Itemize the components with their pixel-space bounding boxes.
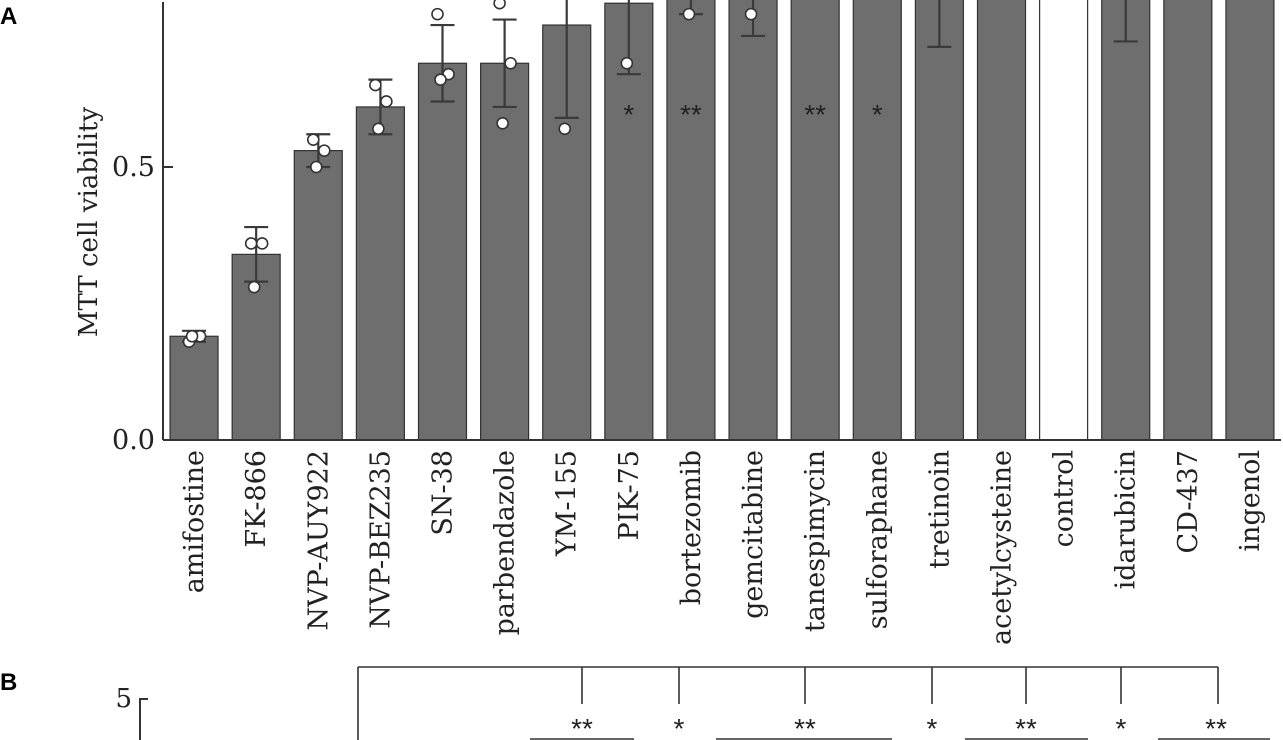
x-tick-label-parbendazole: parbendazole	[490, 450, 521, 635]
data-point-NVP-BEZ235	[369, 78, 382, 92]
bar-tretinoin	[914, 0, 964, 441]
bar-CD-437	[1163, 0, 1213, 441]
bar-bortezomib	[666, 0, 716, 441]
bar-NVP-AUY922	[293, 150, 343, 441]
bar-SN-38	[417, 62, 468, 441]
x-tick-label-FK-866: FK-866	[241, 450, 272, 548]
bar-PIK-75	[604, 2, 654, 441]
x-tick-label-tretinoin: tretinoin	[924, 450, 955, 569]
data-point-PIK-75	[620, 56, 634, 70]
x-tick-label-tanespimycin: tanespimycin	[800, 450, 831, 632]
x-tick-label-NVP-BEZ235: NVP-BEZ235	[365, 450, 396, 629]
panel-b-significance-label: *	[1116, 713, 1127, 740]
bar-tanespimycin	[790, 0, 840, 441]
panel-b-label: B	[0, 669, 17, 696]
panel-a-label: A	[0, 3, 17, 30]
x-tick-label-sulforaphane: sulforaphane	[862, 450, 893, 629]
x-tick-label-PIK-75: PIK-75	[614, 450, 645, 541]
data-point-FK-866	[247, 280, 261, 294]
x-tick-label-control: control	[1049, 450, 1080, 547]
plot-area-a: 0.00.51.01.5amifostineFK-866NVP-AUY922NV…	[112, 0, 1281, 645]
x-tick-label-SN-38: SN-38	[428, 450, 459, 536]
data-point-NVP-BEZ235	[380, 95, 393, 108]
panel-b-significance-label: **	[1015, 713, 1037, 740]
plot-area-b: 5** * ** * ** * **	[115, 666, 1270, 740]
data-point-SN-38	[434, 73, 447, 86]
panel-b-significance-label: *	[674, 713, 685, 740]
significance-label-PIK-75: *	[623, 99, 634, 130]
data-point-FK-866	[244, 237, 258, 250]
data-point-NVP-BEZ235	[372, 122, 385, 136]
data-point-NVP-AUY922	[306, 133, 320, 146]
x-tick-label-YM-155: YM-155	[552, 450, 583, 557]
data-point-parbendazole	[504, 56, 517, 70]
panel-b-significance-label: **	[794, 713, 816, 740]
x-tick-label-idarubicin: idarubicin	[1111, 450, 1142, 589]
data-point-bortezomib	[682, 7, 696, 21]
bar-NVP-BEZ235	[355, 106, 405, 441]
bar-ingenol	[1225, 0, 1275, 441]
bar-control	[1039, 0, 1089, 441]
data-point-parbendazole	[496, 117, 509, 130]
x-tick-label-NVP-AUY922: NVP-AUY922	[303, 450, 334, 631]
significance-label-sulforaphane: *	[872, 99, 883, 130]
data-point-parbendazole	[493, 0, 506, 10]
panel-b-significance-label: **	[571, 713, 593, 740]
x-tick-label-bortezomib: bortezomib	[676, 450, 707, 605]
panel-b-y-tick-label: 5	[115, 684, 132, 714]
panel-b-significance-label: **	[1205, 713, 1227, 740]
data-point-gemcitabine	[744, 7, 758, 21]
x-tick-label-CD-437: CD-437	[1173, 450, 1204, 553]
bar-acetylcysteine	[976, 0, 1027, 441]
x-tick-label-amifostine: amifostine	[179, 450, 210, 593]
data-point-NVP-AUY922	[317, 144, 331, 157]
y-tick-label: 0.0	[112, 425, 155, 456]
significance-label-bortezomib: **	[680, 99, 702, 130]
bar-sulforaphane	[852, 0, 902, 441]
data-point-FK-866	[255, 237, 269, 250]
data-point-NVP-AUY922	[309, 160, 323, 174]
x-tick-label-gemcitabine: gemcitabine	[738, 450, 769, 619]
y-axis-label: MTT cell viability	[74, 107, 104, 337]
y-tick-label: 0.5	[112, 152, 155, 183]
data-point-amifostine	[185, 329, 199, 343]
bar-idarubicin	[1101, 0, 1151, 441]
significance-label-tanespimycin: **	[804, 99, 826, 130]
bar-gemcitabine	[728, 0, 778, 441]
data-point-SN-38	[431, 7, 444, 21]
data-point-YM-155	[558, 122, 572, 136]
panel-b-significance-label: *	[927, 713, 938, 740]
x-tick-label-acetylcysteine: acetylcysteine	[987, 450, 1018, 645]
x-tick-label-ingenol: ingenol	[1235, 450, 1266, 552]
bar-amifostine	[169, 335, 219, 441]
